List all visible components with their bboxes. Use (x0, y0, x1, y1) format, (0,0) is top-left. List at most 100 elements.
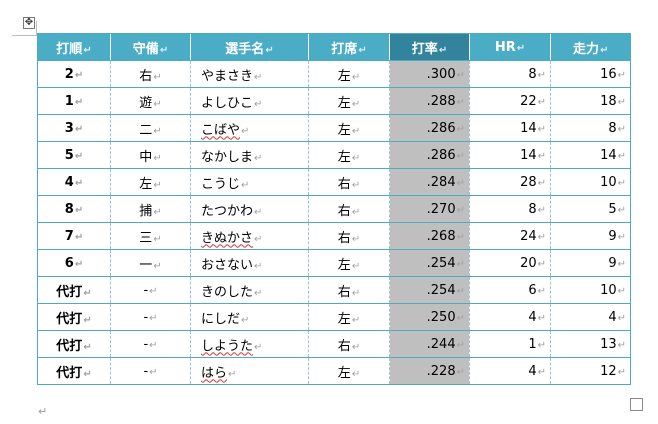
cell-player-name[interactable]: やまさき↵ (190, 60, 309, 88)
cell-batting-order[interactable]: 5↵ (37, 141, 111, 169)
cell-batting-average[interactable]: .284↵ (389, 168, 470, 196)
cell-home-runs[interactable]: 8↵ (469, 195, 551, 223)
cell-speed[interactable]: 9↵ (550, 222, 631, 250)
cell-batting-order[interactable]: 6↵ (37, 249, 111, 277)
cell-speed[interactable]: 10↵ (550, 168, 631, 196)
cell-batting-average[interactable]: .244↵ (389, 330, 470, 358)
cell-speed[interactable]: 13↵ (550, 330, 631, 358)
cell-batting-order[interactable]: 4↵ (37, 168, 111, 196)
cell-speed[interactable]: 5↵ (550, 195, 631, 223)
cell-player-name[interactable]: きぬかさ↵ (190, 222, 309, 250)
cell-player-name[interactable]: はら↵ (190, 357, 309, 385)
cell-position[interactable]: -↵ (110, 357, 191, 385)
header-speed[interactable]: 走力↵ (550, 33, 631, 61)
cell-speed[interactable]: 18↵ (550, 87, 631, 115)
cell-player-name[interactable]: こうじ↵ (190, 168, 309, 196)
cell-position[interactable]: 捕↵ (110, 195, 191, 223)
table-move-handle-icon[interactable]: ✥ (23, 17, 35, 29)
cell-bats[interactable]: 左↵ (308, 141, 390, 169)
cell-home-runs[interactable]: 1↵ (469, 330, 551, 358)
cell-position[interactable]: -↵ (110, 303, 191, 331)
cell-batting-order[interactable]: 代打↵ (37, 276, 111, 304)
cell-batting-order[interactable]: 代打↵ (37, 303, 111, 331)
cell-batting-average[interactable]: .286↵ (389, 141, 470, 169)
header-player-name[interactable]: 選手名↵ (190, 33, 309, 61)
cell-bats[interactable]: 右↵ (308, 168, 390, 196)
cell-bats[interactable]: 右↵ (308, 276, 390, 304)
cell-home-runs[interactable]: 20↵ (469, 249, 551, 277)
end-of-cell-mark-icon: ↵ (241, 179, 250, 191)
cell-bats[interactable]: 左↵ (308, 249, 390, 277)
cell-speed[interactable]: 12↵ (550, 357, 631, 385)
cell-batting-order[interactable]: 2↵ (37, 60, 111, 88)
cell-position[interactable]: 左↵ (110, 168, 191, 196)
cell-position[interactable]: 遊↵ (110, 87, 191, 115)
cell-batting-order[interactable]: 8↵ (37, 195, 111, 223)
cell-batting-order[interactable]: 3↵ (37, 114, 111, 142)
cell-player-name[interactable]: にしだ↵ (190, 303, 309, 331)
cell-batting-order[interactable]: 代打↵ (37, 330, 111, 358)
end-of-cell-mark-icon: ↵ (537, 204, 546, 216)
cell-bats[interactable]: 右↵ (308, 195, 390, 223)
cell-position[interactable]: 三↵ (110, 222, 191, 250)
cell-home-runs[interactable]: 22↵ (469, 87, 551, 115)
header-bats[interactable]: 打席↵ (308, 33, 390, 61)
table-resize-handle[interactable] (630, 398, 643, 411)
end-of-cell-mark-icon: ↵ (617, 96, 626, 108)
cell-bats[interactable]: 左↵ (308, 303, 390, 331)
header-home-runs[interactable]: HR↵ (469, 33, 551, 61)
cell-bats[interactable]: 右↵ (308, 222, 390, 250)
cell-bats[interactable]: 左↵ (308, 87, 390, 115)
cell-home-runs[interactable]: 14↵ (469, 141, 551, 169)
cell-text: .288 (426, 93, 456, 109)
cell-speed[interactable]: 9↵ (550, 249, 631, 277)
header-batting-average[interactable]: 打率↵ (389, 33, 470, 61)
cell-player-name[interactable]: よしひこ↵ (190, 87, 309, 115)
cell-position[interactable]: 一↵ (110, 249, 191, 277)
cell-batting-average[interactable]: .300↵ (389, 60, 470, 88)
cell-bats[interactable]: 左↵ (308, 60, 390, 88)
cell-batting-order[interactable]: 代打↵ (37, 357, 111, 385)
cell-position[interactable]: 右↵ (110, 60, 191, 88)
cell-position[interactable]: -↵ (110, 330, 191, 358)
cell-player-name[interactable]: なかしま↵ (190, 141, 309, 169)
cell-batting-average[interactable]: .250↵ (389, 303, 470, 331)
cell-player-name[interactable]: しようた↵ (190, 330, 309, 358)
end-of-cell-mark-icon: ↵ (153, 125, 162, 137)
cell-batting-average[interactable]: .288↵ (389, 87, 470, 115)
cell-batting-average[interactable]: .254↵ (389, 276, 470, 304)
cell-home-runs[interactable]: 6↵ (469, 276, 551, 304)
cell-bats[interactable]: 左↵ (308, 357, 390, 385)
cell-home-runs[interactable]: 4↵ (469, 357, 551, 385)
cell-speed[interactable]: 4↵ (550, 303, 631, 331)
cell-batting-average[interactable]: .286↵ (389, 114, 470, 142)
cell-bats[interactable]: 右↵ (308, 330, 390, 358)
cell-batting-average[interactable]: .268↵ (389, 222, 470, 250)
cell-home-runs[interactable]: 8↵ (469, 60, 551, 88)
cell-bats[interactable]: 左↵ (308, 114, 390, 142)
cell-home-runs[interactable]: 4↵ (469, 303, 551, 331)
cell-player-name[interactable]: たつかわ↵ (190, 195, 309, 223)
cell-batting-average[interactable]: .228↵ (389, 357, 470, 385)
cell-player-name[interactable]: こばや↵ (190, 114, 309, 142)
cell-speed[interactable]: 8↵ (550, 114, 631, 142)
header-position[interactable]: 守備↵ (110, 33, 191, 61)
table-row: 8↵ 捕↵ たつかわ↵ 右↵ .270↵ 8↵ 5↵ (37, 195, 631, 223)
header-batting-order[interactable]: 打順↵ (37, 33, 111, 61)
cell-position[interactable]: 二↵ (110, 114, 191, 142)
cell-home-runs[interactable]: 14↵ (469, 114, 551, 142)
cell-position[interactable]: 中↵ (110, 141, 191, 169)
cell-home-runs[interactable]: 28↵ (469, 168, 551, 196)
cell-batting-order[interactable]: 7↵ (37, 222, 111, 250)
cell-batting-average[interactable]: .270↵ (389, 195, 470, 223)
cell-speed[interactable]: 10↵ (550, 276, 631, 304)
cell-player-name[interactable]: おさない↵ (190, 249, 309, 277)
cell-speed[interactable]: 16↵ (550, 60, 631, 88)
cell-batting-order[interactable]: 1↵ (37, 87, 111, 115)
lineup-table[interactable]: 打順↵ 守備↵ 選手名↵ 打席↵ 打率↵ HR↵ 走力↵ 2↵ 右↵ やまさき↵ 左↵ .300↵ 8… (37, 33, 631, 385)
cell-home-runs[interactable]: 24↵ (469, 222, 551, 250)
cell-position[interactable]: -↵ (110, 276, 191, 304)
cell-player-name[interactable]: きのした↵ (190, 276, 309, 304)
cell-batting-average[interactable]: .254↵ (389, 249, 470, 277)
cell-speed[interactable]: 14↵ (550, 141, 631, 169)
